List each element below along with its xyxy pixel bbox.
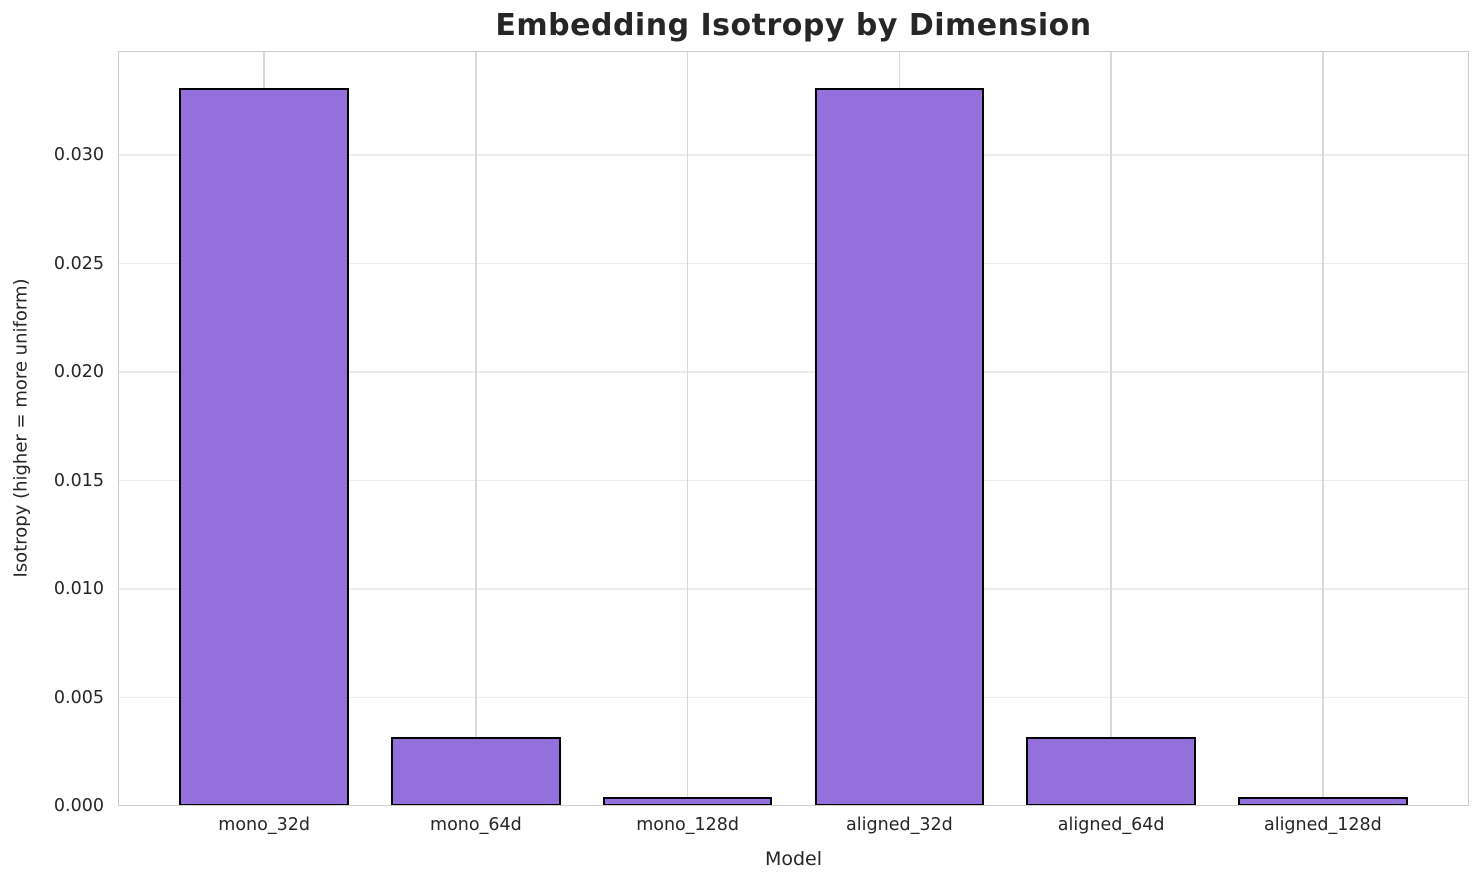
y-tick-label: 0.015 bbox=[53, 470, 104, 491]
bar-aligned_128d bbox=[1238, 797, 1408, 806]
bar-mono_128d bbox=[602, 797, 773, 806]
x-tick-label: aligned_32d bbox=[846, 815, 953, 835]
bar-mono_64d bbox=[391, 736, 561, 806]
y-tick-label: 0.000 bbox=[53, 796, 104, 816]
y-tick-label: 0.010 bbox=[53, 579, 104, 600]
horizontal-gridline bbox=[118, 588, 1469, 590]
chart-title: Embedding Isotropy by Dimension bbox=[495, 8, 1092, 43]
horizontal-gridline bbox=[118, 262, 1469, 265]
x-axis-label: Model bbox=[764, 848, 823, 870]
x-tick-label: mono_128d bbox=[636, 815, 740, 835]
bar-aligned_32d bbox=[814, 87, 985, 806]
y-tick-label: 0.025 bbox=[53, 253, 104, 274]
bar-mono_32d bbox=[179, 87, 349, 806]
x-tick-label: mono_32d bbox=[218, 815, 310, 835]
y-axis-label: Isotropy (higher = more uniform) bbox=[10, 278, 32, 578]
x-tick-label: aligned_128d bbox=[1263, 815, 1382, 835]
vertical-gridline bbox=[1322, 51, 1324, 806]
vertical-gridline bbox=[1110, 51, 1112, 806]
bar-aligned_64d bbox=[1026, 736, 1196, 806]
x-tick-label: aligned_64d bbox=[1057, 815, 1165, 835]
vertical-gridline bbox=[686, 51, 689, 806]
y-tick-label: 0.020 bbox=[53, 362, 104, 383]
plot-area bbox=[118, 51, 1469, 806]
y-tick-label: 0.005 bbox=[53, 687, 104, 708]
horizontal-gridline bbox=[118, 154, 1469, 156]
horizontal-gridline bbox=[118, 696, 1469, 699]
horizontal-gridline bbox=[118, 479, 1469, 482]
vertical-gridline bbox=[475, 51, 477, 806]
x-tick-label: mono_64d bbox=[430, 815, 522, 835]
y-tick-label: 0.030 bbox=[53, 145, 104, 166]
horizontal-gridline bbox=[118, 371, 1469, 373]
